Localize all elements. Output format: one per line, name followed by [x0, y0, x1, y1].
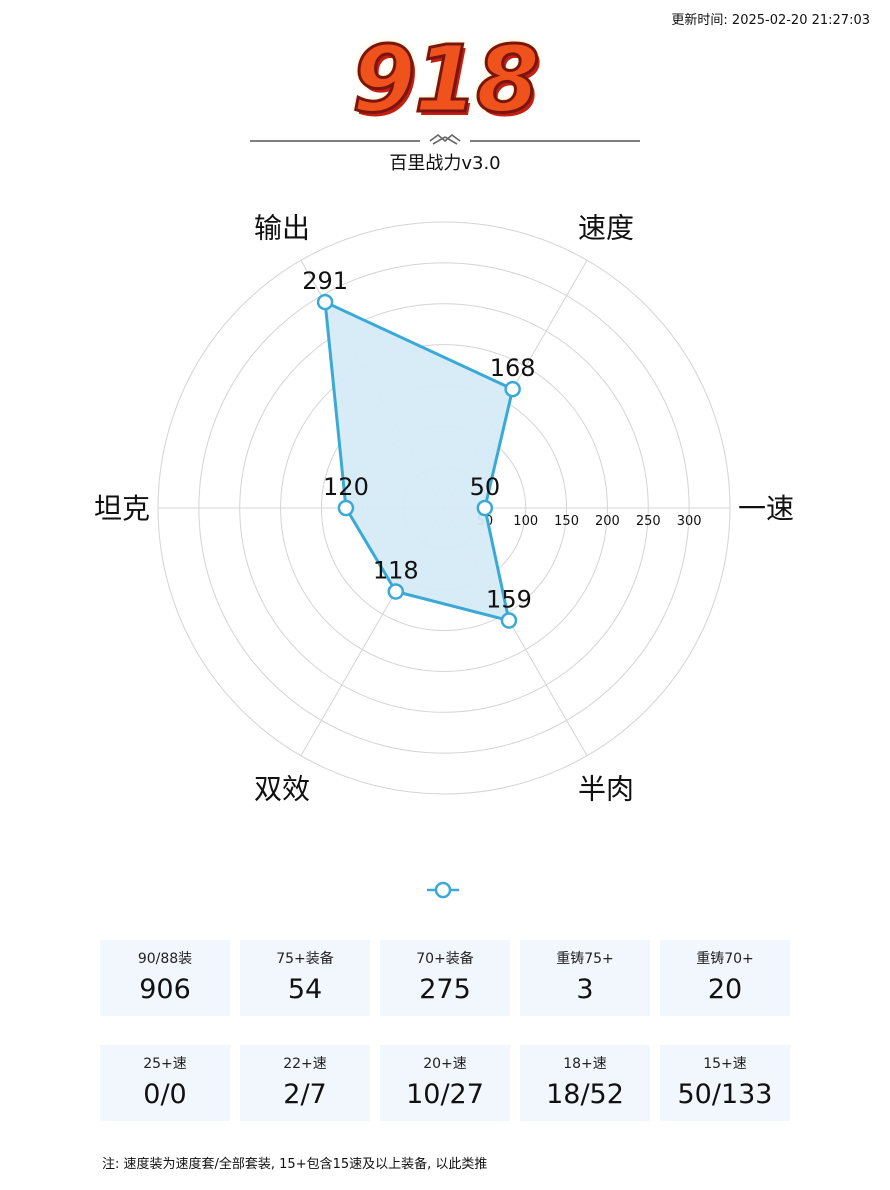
- stat-value: 0/0: [143, 1079, 187, 1110]
- stat-value: 54: [287, 974, 323, 1005]
- stat-card-speed-20: 20+速 10/27: [380, 1045, 510, 1121]
- stat-card-70-plus: 70+装备 275: [380, 940, 510, 1016]
- radial-tick-label: 200: [595, 514, 620, 529]
- stat-label: 70+装备: [416, 951, 474, 967]
- update-timestamp: 更新时间: 2025-02-20 21:27:03: [671, 13, 870, 28]
- stat-value: 18/52: [546, 1079, 624, 1110]
- stat-value: 2/7: [283, 1079, 327, 1110]
- logo: 918: [340, 26, 550, 133]
- stat-card-speed-18: 18+速 18/52: [520, 1045, 650, 1121]
- stat-value: 3: [576, 974, 594, 1005]
- chart-subtitle: 百里战力v3.0: [389, 153, 501, 174]
- stat-value: 275: [419, 974, 471, 1005]
- radial-tick-label: 250: [636, 514, 661, 529]
- radar-axis-label: 一速: [738, 492, 794, 525]
- stat-card-speed-22: 22+速 2/7: [240, 1045, 370, 1121]
- stat-label: 20+速: [423, 1056, 467, 1072]
- speed-stats-row: 25+速 0/0 22+速 2/7 20+速 10/27 18+速 18/52 …: [100, 1045, 790, 1121]
- radar-axis-label: 输出: [254, 211, 310, 244]
- radar-data-label: 159: [486, 586, 532, 614]
- stat-label: 18+速: [563, 1056, 607, 1072]
- radar-data-point: [337, 499, 355, 517]
- title-divider: [250, 133, 640, 145]
- radial-tick-label: 100: [513, 514, 538, 529]
- radar-data-label: 120: [323, 473, 369, 501]
- stat-card-speed-15: 15+速 50/133: [660, 1045, 790, 1121]
- radar-chart: 50100150200250300一速速度输出坦克双效半肉50168291120…: [94, 211, 794, 806]
- legend-marker-icon: [427, 881, 459, 899]
- stat-card-reforge-75: 重铸75+ 3: [520, 940, 650, 1016]
- stat-value: 20: [707, 974, 743, 1005]
- radial-tick-label: 300: [677, 514, 702, 529]
- radar-data-point: [316, 293, 334, 311]
- stat-card-reforge-70: 重铸70+ 20: [660, 940, 790, 1016]
- radial-tick-label: 150: [554, 514, 579, 529]
- stat-card-90-88: 90/88装 906: [100, 940, 230, 1016]
- radar-data-label: 291: [302, 267, 348, 295]
- radar-data-label: 50: [470, 473, 501, 501]
- radar-axis-label: 坦克: [94, 492, 150, 525]
- footnote: 注: 速度装为速度套/全部套装, 15+包含15速及以上装备, 以此类推: [102, 1157, 488, 1172]
- stat-label: 25+速: [143, 1056, 187, 1072]
- stat-label: 重铸75+: [556, 951, 614, 967]
- radar-axis-label: 双效: [254, 773, 310, 806]
- radar-axis-label: 半肉: [578, 773, 634, 806]
- stat-label: 15+速: [703, 1056, 747, 1072]
- stat-value: 906: [139, 974, 191, 1005]
- stat-label: 重铸70+: [696, 951, 754, 967]
- radar-data-label: 118: [373, 557, 419, 585]
- equipment-stats-row: 90/88装 906 75+装备 54 70+装备 275 重铸75+ 3 重铸…: [100, 940, 790, 1016]
- radar-data-point: [476, 499, 494, 517]
- radar-data-point: [387, 583, 405, 600]
- stat-card-speed-25: 25+速 0/0: [100, 1045, 230, 1121]
- stat-card-75-plus: 75+装备 54: [240, 940, 370, 1016]
- radar-data-point: [500, 612, 518, 629]
- stat-value: 10/27: [406, 1079, 484, 1110]
- stat-label: 75+装备: [276, 951, 334, 967]
- radar-data-point: [504, 380, 521, 398]
- radar-axis-label: 速度: [578, 211, 634, 244]
- stat-label: 90/88装: [137, 951, 193, 967]
- logo-text: 918: [350, 26, 541, 133]
- radar-data-label: 168: [490, 354, 536, 382]
- stat-value: 50/133: [677, 1079, 773, 1110]
- stat-label: 22+速: [283, 1056, 327, 1072]
